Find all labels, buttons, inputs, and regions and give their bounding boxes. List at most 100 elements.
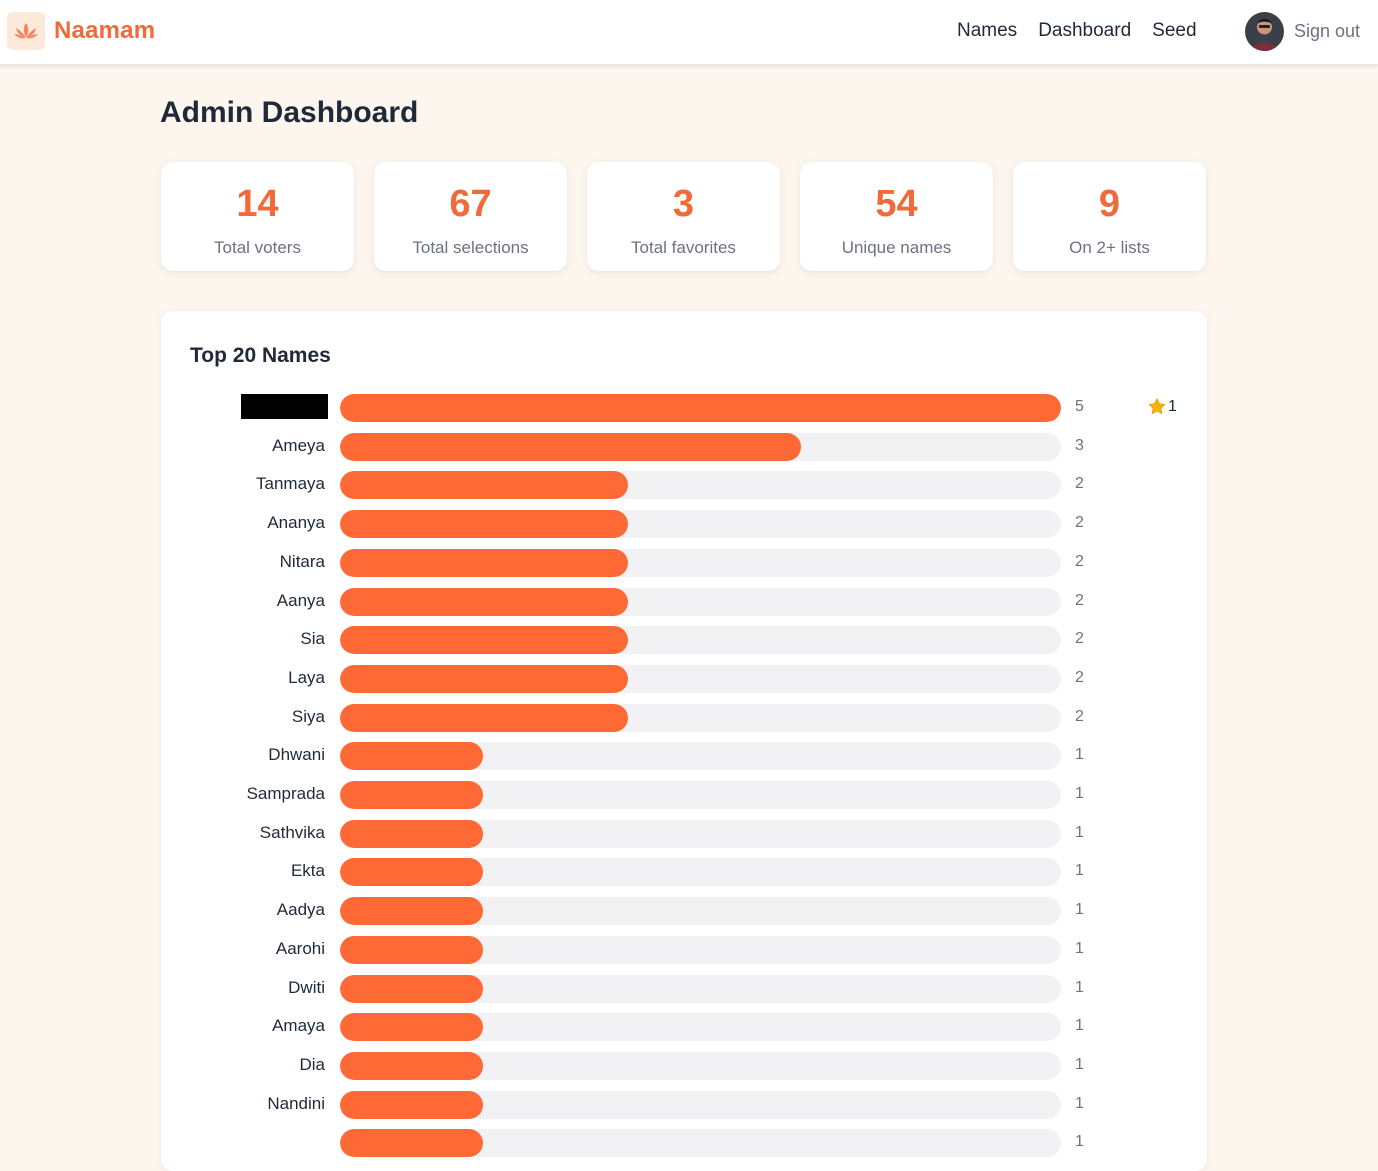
- name-row: Siya 2: [161, 702, 1207, 732]
- bar-fill: [340, 1013, 483, 1042]
- name-row: Ameya 3: [161, 431, 1207, 461]
- name-row: Nitara 2: [161, 547, 1207, 577]
- count-value: 1: [1075, 785, 1084, 802]
- nav-link-names[interactable]: Names: [957, 20, 1018, 41]
- stat-label: Total selections: [412, 238, 529, 257]
- sign-out-link[interactable]: Sign out: [1294, 21, 1361, 41]
- bar-track: [340, 1129, 1061, 1158]
- name-row: Aanya 2: [161, 586, 1207, 616]
- count-value: 1: [1075, 746, 1084, 764]
- stat-card-total-voters: 14 Total voters: [161, 162, 354, 271]
- bar-fill: [340, 935, 483, 964]
- bar-fill: [340, 471, 628, 500]
- name-row: Aarohi 1: [161, 934, 1207, 964]
- main-nav: Names Dashboard Seed: [957, 20, 1218, 42]
- stat-label: Total voters: [214, 238, 301, 257]
- name-row: Ananya 2: [161, 508, 1207, 539]
- name-row: Sathvika 1: [161, 818, 1207, 848]
- bar-track: [340, 548, 1061, 577]
- name-row: 1: [161, 1127, 1207, 1158]
- name-row: Nandini 1: [161, 1089, 1207, 1119]
- name-row: Tanmaya 2: [161, 469, 1207, 500]
- bar-fill: [340, 510, 628, 539]
- name-row: Dwiti 1: [161, 973, 1207, 1003]
- bar-fill: [340, 858, 483, 887]
- nav-link-dashboard[interactable]: Dashboard: [1038, 20, 1132, 41]
- bar-fill: [340, 394, 1061, 422]
- stat-label: Unique names: [841, 238, 952, 257]
- stat-card-unique-names: 54 Unique names: [800, 162, 993, 271]
- bar-track: [340, 1013, 1061, 1042]
- redacted-name: [241, 394, 328, 419]
- top-navbar: Naamam Names Dashboard Seed Sign out: [0, 0, 1378, 65]
- nav-link-seed[interactable]: Seed: [1152, 20, 1197, 41]
- name-label: Aanya: [276, 590, 325, 610]
- stat-value: 67: [449, 183, 492, 225]
- bar-track: [340, 510, 1061, 539]
- name-label: Aadya: [276, 900, 325, 920]
- count-value: 1: [1075, 1094, 1084, 1112]
- bar-fill: [340, 1129, 483, 1158]
- name-label: Sia: [300, 629, 325, 649]
- name-label: Dhwani: [268, 745, 325, 765]
- stat-label: Total favorites: [631, 238, 736, 257]
- name-label: Ekta: [290, 861, 325, 881]
- stat-value: 9: [1098, 183, 1121, 225]
- name-row: Dia 1: [161, 1050, 1207, 1080]
- name-row: Laya 2: [161, 663, 1207, 693]
- count-value: 1: [1075, 978, 1084, 996]
- bar-track: [340, 432, 1061, 461]
- bar-fill: [340, 742, 483, 771]
- count-value: 1: [1075, 1133, 1084, 1151]
- count-value: 2: [1075, 591, 1084, 609]
- count-value: 5: [1075, 398, 1084, 415]
- count-value: 1: [1075, 1017, 1084, 1035]
- name-row: Ekta 1: [161, 856, 1207, 887]
- stat-card-multi-list: 9 On 2+ lists: [1013, 162, 1206, 271]
- bar-track: [340, 1090, 1061, 1119]
- name-label: Dia: [299, 1054, 325, 1074]
- bar-fill: [340, 626, 628, 655]
- star-icon: [1148, 397, 1166, 415]
- count-value: 1: [1075, 901, 1084, 919]
- brand[interactable]: Naamam: [7, 12, 155, 50]
- count-value: 1: [1075, 823, 1084, 841]
- count-value: 2: [1075, 552, 1084, 570]
- name-label: Siya: [291, 706, 325, 726]
- name-label: Nandini: [267, 1093, 325, 1113]
- stat-card-total-favorites: 3 Total favorites: [587, 162, 780, 271]
- bar-track: [340, 974, 1061, 1003]
- count-value: 1: [1075, 939, 1084, 957]
- stat-value: 54: [875, 183, 918, 225]
- bar-fill: [340, 974, 483, 1003]
- name-label: Laya: [288, 667, 325, 687]
- bar-track: [340, 703, 1061, 732]
- bar-track: [340, 664, 1061, 693]
- name-row: Amaya 1: [161, 1011, 1207, 1042]
- name-label: Amaya: [272, 1016, 325, 1036]
- name-label: Sathvika: [259, 822, 325, 842]
- count-value: 2: [1075, 475, 1084, 493]
- bar-track: [340, 742, 1061, 771]
- card-title: Top 20 Names: [190, 344, 331, 367]
- count-value: 2: [1075, 514, 1084, 532]
- count-value: 2: [1075, 630, 1084, 648]
- favorites-indicator: 1: [1147, 397, 1177, 416]
- bar-track: [340, 858, 1061, 887]
- bar-track: [340, 1051, 1061, 1080]
- stat-value: 14: [236, 183, 279, 225]
- name-row: Samprada 1: [161, 779, 1207, 809]
- bar-fill: [340, 664, 628, 693]
- count-value: 1: [1075, 1055, 1084, 1073]
- brand-name: Naamam: [54, 17, 156, 44]
- name-label: Dwiti: [288, 977, 325, 997]
- bar-fill: [340, 781, 483, 809]
- bar-fill: [340, 1090, 483, 1119]
- bar-track: [340, 781, 1061, 809]
- name-label: Tanmaya: [256, 474, 325, 494]
- bar-fill: [340, 1051, 483, 1080]
- stat-label: On 2+ lists: [1069, 238, 1150, 257]
- avatar[interactable]: [1245, 12, 1284, 51]
- bar-track: [340, 626, 1061, 655]
